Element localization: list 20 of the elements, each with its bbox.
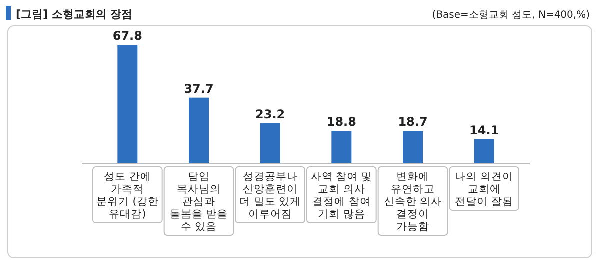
x-tick-label: 성경공부나 신앙훈련이 더 밀도 있게 이루어짐 (239, 171, 302, 220)
bar (118, 45, 138, 164)
x-tick-label: 담임 목사님의 관심과 돌봄을 받을 수 있음 (170, 171, 228, 233)
data-label: 14.1 (470, 123, 500, 138)
x-tick-label: 성도 간에 가족적 분위기 (강한 유대감) (96, 171, 159, 220)
bar (474, 139, 494, 164)
data-label: 18.8 (326, 115, 356, 130)
chart-subtitle: (Base=소형교회 성도, N=400,%) (432, 10, 590, 21)
bar (403, 131, 423, 164)
bar (189, 98, 209, 164)
x-tick-label: 사역 참여 및 교회 의사 결정에 참여 기회 많음 (310, 171, 373, 220)
x-tick-label: 변화에 유연하고 신속한 의사 결정이 가능함 (384, 171, 442, 233)
data-label: 18.7 (398, 115, 428, 130)
chart-title: [그림] 소형교회의 장점 (16, 8, 133, 21)
bar (332, 131, 352, 164)
data-label: 37.7 (184, 82, 214, 96)
data-label: 67.8 (112, 29, 142, 43)
data-label: 23.2 (256, 107, 286, 122)
bar (260, 123, 280, 164)
x-tick-label: 나의 의견이 교회에 전달이 잘됨 (455, 171, 514, 208)
